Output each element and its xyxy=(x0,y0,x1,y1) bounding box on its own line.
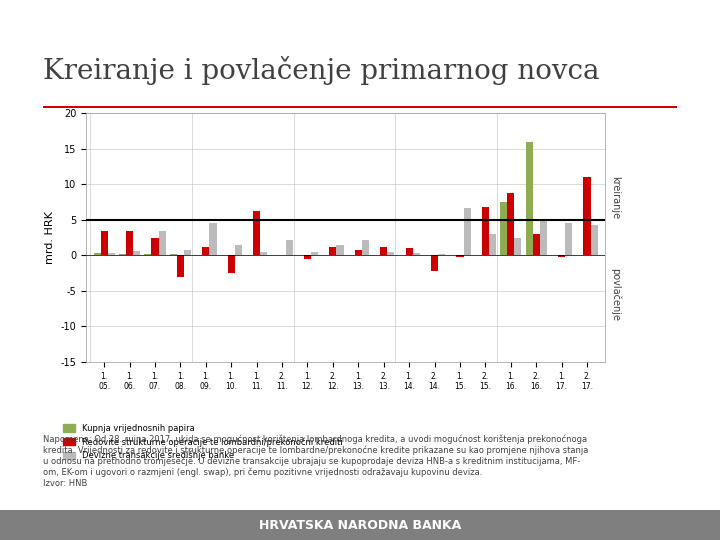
Bar xyxy=(590,225,598,255)
Bar xyxy=(431,255,438,271)
Bar xyxy=(583,177,590,255)
Bar xyxy=(565,224,572,255)
Bar xyxy=(526,142,533,255)
Bar xyxy=(387,252,395,255)
Y-axis label: mrd. HRK: mrd. HRK xyxy=(45,211,55,264)
Bar xyxy=(170,254,177,255)
Bar xyxy=(210,224,217,255)
Bar xyxy=(304,255,311,259)
Bar xyxy=(235,245,242,255)
Bar xyxy=(144,254,151,255)
Bar xyxy=(158,231,166,255)
Bar xyxy=(133,251,140,255)
Bar xyxy=(405,248,413,255)
Bar xyxy=(514,238,521,255)
Bar xyxy=(101,231,108,255)
Bar xyxy=(184,249,191,255)
Bar xyxy=(126,231,133,255)
Bar xyxy=(151,238,158,255)
Text: Napomena: Od 28. rujna 2017. ukida se mogućnost korištenja lombardnoga kredita, : Napomena: Od 28. rujna 2017. ukida se mo… xyxy=(43,435,588,488)
Bar xyxy=(533,234,540,255)
Bar xyxy=(260,252,267,255)
Bar xyxy=(119,254,126,255)
Bar xyxy=(500,202,507,255)
Text: povlačenje: povlačenje xyxy=(611,268,621,321)
Bar xyxy=(94,253,101,255)
Bar xyxy=(311,252,318,255)
Bar xyxy=(202,247,210,255)
Bar xyxy=(253,211,260,255)
Bar xyxy=(456,255,464,256)
Bar xyxy=(540,220,547,255)
Bar xyxy=(482,207,489,255)
Bar xyxy=(108,253,115,255)
Bar xyxy=(362,240,369,255)
Text: HRVATSKA NARODNA BANKA: HRVATSKA NARODNA BANKA xyxy=(259,518,461,532)
Bar xyxy=(438,254,445,255)
Bar xyxy=(413,253,420,255)
Bar xyxy=(380,247,387,255)
Bar xyxy=(507,193,514,255)
Bar xyxy=(177,255,184,276)
Bar xyxy=(228,255,235,273)
Text: kreiranje: kreiranje xyxy=(611,176,621,219)
Bar xyxy=(355,249,362,255)
Bar xyxy=(329,247,336,255)
Bar xyxy=(336,245,343,255)
Bar xyxy=(286,240,293,255)
Bar xyxy=(464,208,471,255)
Legend: Kupnja vrijednosnih papira, Redovite strukturne operacije te lombardni/prekonočn: Kupnja vrijednosnih papira, Redovite str… xyxy=(60,421,346,464)
Bar xyxy=(489,234,496,255)
Text: Kreiranje i povlačenje primarnog novca: Kreiranje i povlačenje primarnog novca xyxy=(43,56,600,85)
Bar xyxy=(558,255,565,258)
